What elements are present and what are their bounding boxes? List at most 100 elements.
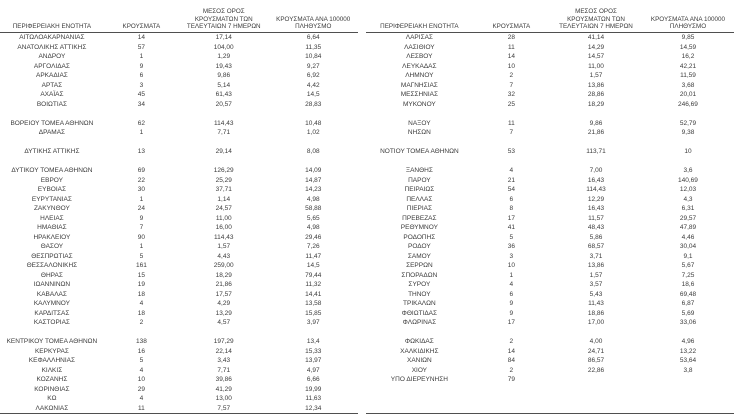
cases-cell: 5 (139, 252, 144, 260)
region-name-cell (366, 385, 473, 395)
region-name-cell: ΧΙΟΥ (411, 366, 428, 374)
region-name-cell: ΘΗΡΑΣ (40, 271, 63, 279)
per100k-cell: 33,06 (679, 319, 697, 326)
table-row: ΕΒΡΟΥ 22 25,29 14,87 (0, 176, 358, 186)
region-name-cell: ΤΗΝΟΥ (408, 290, 431, 298)
avg7-cell: 24,57 (215, 205, 232, 212)
avg7-cell (179, 157, 269, 167)
cases-cell: 10 (507, 62, 515, 70)
region-name-cell: ΘΕΣΠΡΩΤΙΑΣ (31, 252, 73, 260)
per100k-cell: 79,44 (305, 271, 322, 279)
table-body-right: ΛΑΡΙΣΑΣ 28 41,14 9,85 ΛΑΣΙΘΙΟΥ 11 14,29 14,59 ΛΕ… (366, 33, 734, 414)
per100k-cell: 12,03 (679, 186, 697, 193)
region-name-cell: ΡΟΔΟΥ (408, 243, 431, 250)
table-row: ΙΩΑΝΝΙΝΩΝ 19 21,86 11,32 (0, 280, 358, 290)
table-row: ΘΑΣΟΥ 1 1,57 7,26 (0, 242, 358, 252)
region-name-cell: ΠΕΛΛΑΣ (406, 195, 433, 203)
table-row: ΚΟΖΑΝΗΣ 10 39,86 6,66 (0, 375, 358, 385)
per100k-cell: 7,25 (681, 271, 695, 279)
avg7-cell: 22,86 (587, 366, 605, 374)
region-name-cell: ΥΠΟ ΔΙΕΡΕΥΝΗΣΗ (390, 376, 448, 383)
region-name-cell: ΠΑΡΟΥ (408, 176, 431, 184)
region-name-cell: ΚΑΛΥΜΝΟΥ (33, 300, 70, 307)
region-name-cell: ΚΕΝΤΡΙΚΟΥ ΤΟΜΕΑ ΑΘΗΝΩΝ (6, 338, 98, 345)
region-name-cell: ΕΒΡΟΥ (40, 176, 63, 184)
table-row: ΛΑΣΙΘΙΟΥ 11 14,29 14,59 (366, 43, 734, 53)
table-row: ΜΥΚΟΝΟΥ 25 18,29 246,69 (366, 100, 734, 110)
per100k-cell: 14,23 (305, 186, 322, 193)
avg7-cell: 20,57 (215, 100, 232, 108)
avg7-column-header: ΜΕΣΟΣ ΟΡΟΣ ΚΡΟΥΣΜΑΤΩΝ ΤΩΝ ΤΕΛΕΥΤΑΙΩΝ 7 Η… (186, 8, 261, 31)
per100k-cell: 4,46 (681, 233, 695, 241)
cases-cell (473, 328, 550, 338)
per100k-cell: 14,5 (306, 262, 320, 269)
region-name-cell: ΚΕΦΑΛΛΗΝΙΑΣ (28, 357, 76, 364)
per100k-cell: 11,59 (680, 72, 696, 79)
region-name-cell: ΗΡΑΚΛΕΙΟΥ (33, 233, 71, 241)
table-body-left: ΑΙΤΩΛΟΑΚΑΡΝΑΝΙΑΣ 14 17,14 6,64 ΑΝΑΤΟΛΙΚΗΣ ΑΤ… (0, 33, 358, 414)
cases-cell: 3 (509, 252, 514, 260)
avg7-cell: 7,71 (217, 366, 231, 374)
cases-cell: 53 (507, 148, 515, 155)
per100k-cell: 4,98 (306, 195, 320, 203)
avg7-cell: 17,00 (587, 319, 605, 326)
region-name-cell: ΔΥΤΙΚΗΣ ΑΤΤΙΚΗΣ (24, 148, 80, 155)
table-spacer-row (0, 138, 358, 148)
region-name-cell (366, 157, 473, 167)
per100k-cell: 7,26 (306, 243, 320, 250)
region-name-cell: ΣΠΟΡΑΔΩΝ (401, 271, 438, 279)
per100k-cell: 14,59 (679, 43, 697, 51)
table-row: ΠΕΛΛΑΣ 6 12,29 4,3 (366, 195, 734, 205)
cases-cell: 29 (137, 385, 146, 393)
cases-column-header: ΚΡΟΥΣΜΑΤΑ (122, 23, 161, 31)
region-name-cell: ΣΕΡΡΩΝ (406, 262, 433, 269)
cases-cell: 1 (139, 53, 144, 60)
cases-cell: 1 (139, 243, 144, 250)
avg7-cell: 41,14 (587, 34, 605, 41)
per100k-cell (642, 385, 734, 395)
cases-cell: 8 (509, 205, 514, 212)
cases-cell: 10 (137, 376, 146, 383)
per100k-cell: 10,48 (305, 119, 322, 127)
region-name-cell: ΠΙΕΡΙΑΣ (406, 205, 433, 212)
per100k-cell: 29,46 (305, 233, 322, 241)
region-name-cell: ΤΡΙΚΑΛΩΝ (403, 300, 436, 307)
cases-cell: 4 (139, 395, 144, 402)
cases-cell: 25 (507, 100, 515, 108)
avg7-cell (550, 404, 642, 414)
table-row: ΚΑΡΔΙΤΣΑΣ 18 13,29 15,85 (0, 309, 358, 319)
cases-cell: 7 (139, 224, 144, 231)
per100k-cell: 6,87 (681, 300, 695, 307)
table-spacer-row (366, 394, 734, 404)
table-row: ΒΟΡΕΙΟΥ ΤΟΜΕΑ ΑΘΗΝΩΝ 62 114,43 10,48 (0, 119, 358, 129)
avg7-cell: 18,29 (215, 271, 232, 279)
cases-cell: 11 (507, 119, 515, 127)
table-row: ΠΕΙΡΑΙΩΣ 54 114,43 12,03 (366, 185, 734, 195)
region-name-cell (366, 328, 473, 338)
region-name-cell: ΛΑΚΩΝΙΑΣ (35, 404, 69, 412)
region-name-cell: ΑΡΓΟΛΙΔΑΣ (33, 62, 70, 70)
avg7-cell: 13,29 (215, 309, 232, 317)
table-row: ΛΑΚΩΝΙΑΣ 11 7,57 12,34 (0, 404, 358, 414)
per100k-cell: 10,84 (305, 53, 322, 60)
per100k-cell: 11,47 (305, 252, 322, 260)
table-spacer-row (366, 328, 734, 338)
cases-cell: 2 (509, 72, 514, 79)
region-name-cell: ΧΑΛΚΙΔΙΚΗΣ (400, 347, 439, 355)
per100k-cell: 3,97 (306, 319, 320, 326)
table-row: ΡΟΔΟΠΗΣ 5 5,86 4,46 (366, 233, 734, 243)
avg7-cell (179, 328, 269, 338)
avg7-cell (550, 109, 642, 119)
region-name-cell: ΜΥΚΟΝΟΥ (402, 100, 436, 108)
table-row: ΛΗΜΝΟΥ 2 1,57 11,59 (366, 71, 734, 81)
region-name-cell (0, 328, 104, 338)
table-row: ΤΗΝΟΥ 6 5,43 69,48 (366, 290, 734, 300)
cases-cell: 16 (137, 347, 146, 355)
cases-cell (104, 157, 179, 167)
avg7-cell: 5,86 (589, 233, 603, 241)
per100k-cell: 13,4 (306, 338, 320, 345)
region-name-cell: ΛΕΥΚΑΔΑΣ (402, 62, 437, 70)
region-name-cell (0, 138, 104, 148)
table-row: ΕΥΒΟΙΑΣ 30 37,71 14,23 (0, 185, 358, 195)
avg7-cell: 1,57 (589, 271, 603, 279)
